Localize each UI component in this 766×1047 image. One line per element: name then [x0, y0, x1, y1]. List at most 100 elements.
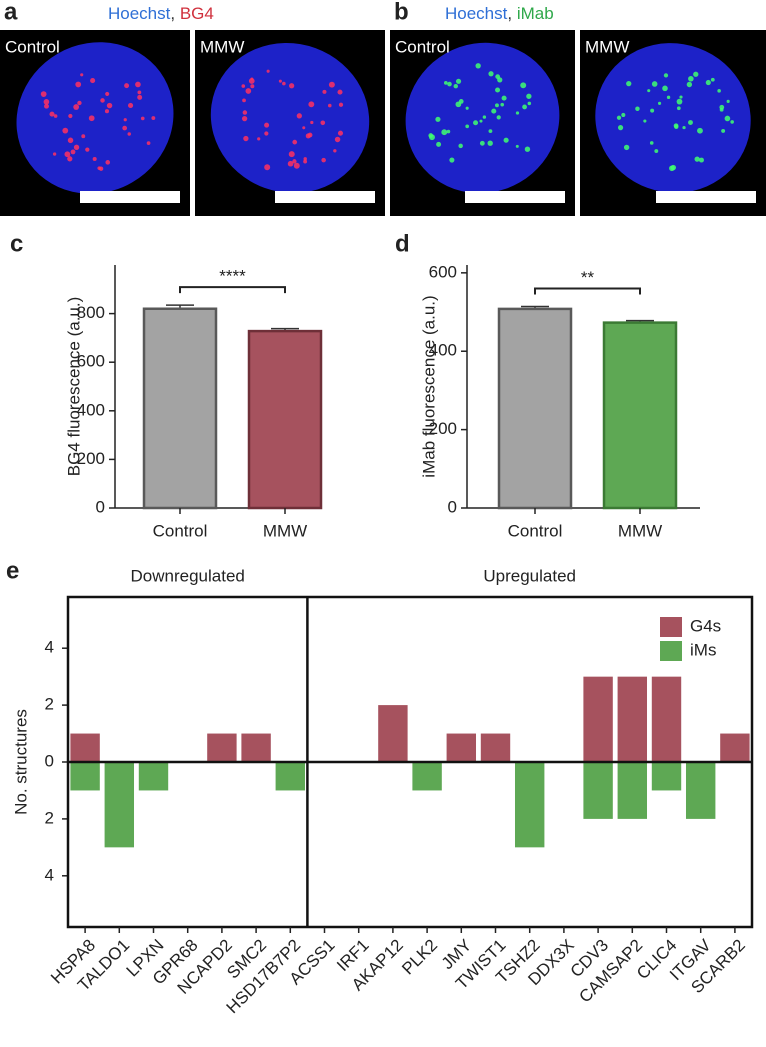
image-label: Hoechst, BG4: [108, 4, 214, 23]
foci: [43, 99, 50, 105]
foci: [40, 91, 47, 97]
foci: [663, 73, 669, 78]
foci: [500, 102, 505, 107]
foci: [320, 120, 326, 126]
foci: [151, 116, 156, 120]
panel-letter: d: [395, 230, 410, 257]
foci: [146, 141, 151, 145]
foci: [710, 77, 715, 82]
foci: [128, 102, 134, 109]
foci: [458, 143, 463, 149]
foci: [328, 81, 335, 88]
foci: [697, 127, 703, 134]
foci: [694, 156, 700, 162]
foci: [105, 160, 111, 165]
bar: [480, 733, 511, 762]
foci: [62, 127, 69, 134]
significance-bracket: [179, 286, 286, 294]
foci: [497, 77, 503, 83]
bar: [378, 705, 408, 762]
bar: [70, 733, 100, 762]
x-tick-label: PLK2: [398, 936, 441, 979]
bar: [142, 307, 218, 510]
foci: [242, 98, 246, 103]
label-part: Hoechst: [445, 4, 508, 23]
panel-letter: a: [4, 0, 18, 25]
bar: [497, 307, 573, 510]
foci: [465, 124, 470, 129]
foci: [245, 88, 252, 94]
label-part: iMab: [517, 4, 554, 23]
foci: [292, 159, 297, 164]
bar: [720, 733, 750, 762]
y-tick-label: 200: [429, 419, 457, 438]
y-axis-label: No. structures: [11, 709, 30, 815]
foci: [693, 71, 699, 77]
foci: [496, 115, 501, 120]
foci: [264, 164, 271, 171]
foci: [473, 120, 479, 126]
image-panel-label: MMW: [585, 37, 629, 56]
foci: [257, 137, 261, 141]
y-axis-label: iMab fluorescence (a.u.): [419, 295, 438, 477]
foci: [53, 114, 58, 118]
scale-bar: [80, 191, 180, 203]
bar: [617, 676, 648, 762]
foci: [654, 149, 659, 153]
foci: [522, 104, 527, 110]
foci: [97, 166, 102, 171]
bar: [583, 676, 613, 762]
foci: [717, 89, 721, 93]
foci: [124, 83, 130, 89]
y-tick-label: 600: [77, 352, 105, 371]
bar: [651, 676, 682, 762]
foci: [248, 78, 255, 84]
foci: [67, 137, 74, 144]
foci: [44, 103, 49, 109]
foci: [75, 81, 82, 88]
foci: [488, 129, 493, 134]
foci: [67, 156, 73, 162]
foci: [322, 89, 327, 94]
foci: [520, 82, 527, 89]
foci: [730, 120, 734, 124]
y-axis-label: BG4 fluorescence (a.u.): [64, 297, 83, 477]
foci: [243, 135, 249, 142]
foci: [501, 95, 507, 101]
bar: [602, 321, 678, 510]
foci: [495, 87, 501, 93]
foci: [676, 98, 683, 105]
foci: [52, 152, 57, 156]
foci: [73, 144, 80, 151]
foci: [333, 149, 337, 153]
foci: [49, 111, 55, 117]
foci: [617, 125, 624, 131]
bar: [446, 733, 477, 762]
group-label: Downregulated: [131, 566, 245, 585]
foci: [446, 129, 451, 134]
significance-bracket: [534, 287, 641, 295]
foci: [337, 130, 344, 136]
foci: [85, 147, 90, 152]
foci: [487, 140, 493, 146]
foci: [458, 99, 464, 104]
foci: [455, 78, 462, 84]
foci: [479, 119, 483, 123]
foci: [337, 89, 343, 95]
y-tick-label: 4: [45, 865, 54, 884]
foci: [310, 120, 314, 125]
foci: [64, 151, 71, 158]
foci: [241, 115, 248, 122]
foci: [527, 101, 532, 106]
foci: [447, 81, 452, 87]
x-tick-label: MMW: [263, 521, 307, 540]
y-tick-label: 2: [45, 808, 54, 827]
foci: [488, 71, 494, 77]
foci: [100, 98, 105, 103]
bar: [104, 762, 135, 848]
foci: [105, 91, 110, 96]
foci: [104, 109, 110, 114]
foci: [495, 103, 499, 108]
foci: [68, 113, 73, 119]
foci: [688, 75, 694, 82]
